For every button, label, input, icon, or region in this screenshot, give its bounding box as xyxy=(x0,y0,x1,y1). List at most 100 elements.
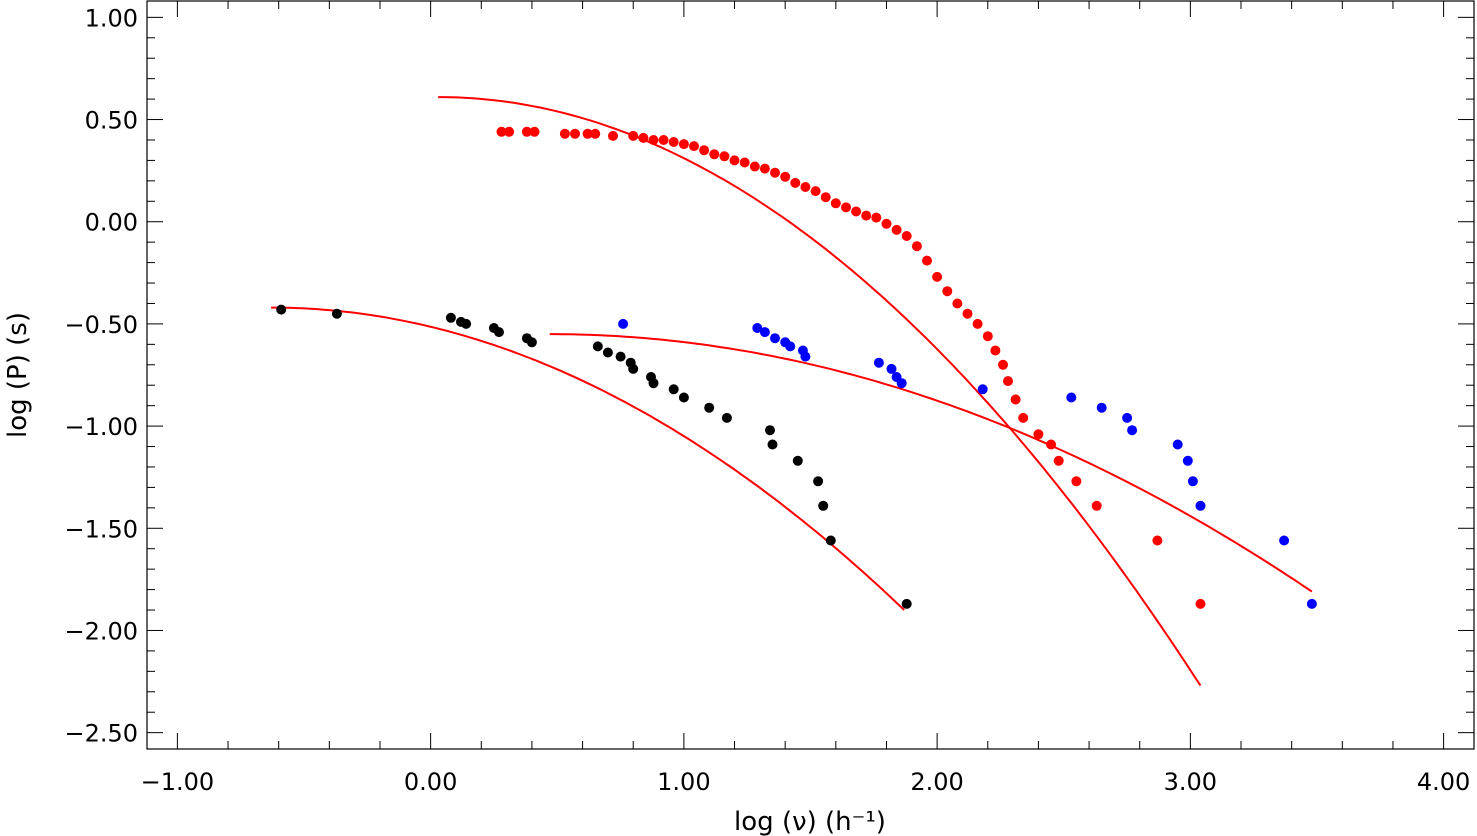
data-point-red xyxy=(590,128,601,139)
data-point-red xyxy=(922,255,932,266)
x-tick-label: −1.00 xyxy=(141,768,215,796)
data-point-red xyxy=(861,210,872,221)
data-point-blue xyxy=(873,357,884,368)
y-tick-label: −1.00 xyxy=(64,413,138,441)
data-point-red xyxy=(932,271,943,282)
data-point-red xyxy=(729,155,740,166)
data-point-black xyxy=(276,304,287,315)
data-point-red xyxy=(496,126,507,137)
data-point-blue xyxy=(752,323,763,333)
data-point-red xyxy=(871,212,882,223)
y-tick-label: 0.00 xyxy=(85,209,138,237)
data-point-black xyxy=(592,341,603,352)
data-point-blue xyxy=(770,333,780,344)
data-point-red xyxy=(790,177,801,188)
data-point-red xyxy=(780,171,791,182)
y-tick-label: −0.50 xyxy=(64,311,138,339)
data-points xyxy=(276,126,1317,609)
data-point-red xyxy=(770,167,780,178)
data-point-red xyxy=(952,298,963,309)
x-tick-label: 0.00 xyxy=(404,768,457,796)
fit-curve-red xyxy=(438,96,1202,687)
x-tick-label: 1.00 xyxy=(657,768,710,796)
data-point-red xyxy=(638,132,649,143)
data-point-red xyxy=(881,218,892,229)
data-point-blue xyxy=(1066,392,1077,403)
data-point-red xyxy=(1010,394,1021,405)
data-point-blue xyxy=(618,318,629,329)
data-point-red xyxy=(820,192,831,203)
data-point-black xyxy=(461,318,472,329)
data-point-black xyxy=(825,535,836,546)
data-point-blue xyxy=(1122,412,1133,423)
data-point-blue xyxy=(1306,598,1317,609)
data-point-red xyxy=(990,345,1001,356)
data-point-red xyxy=(628,130,639,141)
data-point-black xyxy=(767,439,778,450)
data-point-red xyxy=(689,141,699,152)
data-point-blue xyxy=(1096,402,1107,413)
data-point-red xyxy=(1046,439,1057,450)
y-axis-label: log (P) (s) xyxy=(3,312,33,438)
data-point-red xyxy=(800,182,811,192)
data-point-red xyxy=(851,206,862,217)
data-point-blue xyxy=(977,384,988,395)
data-point-red xyxy=(911,241,922,252)
data-point-black xyxy=(602,347,613,358)
data-point-black xyxy=(628,363,639,374)
data-point-red xyxy=(1152,535,1163,546)
data-point-blue xyxy=(1279,535,1290,546)
data-point-black xyxy=(668,384,679,395)
data-point-blue xyxy=(886,363,897,374)
data-point-red xyxy=(739,157,750,168)
data-point-blue xyxy=(896,378,907,389)
data-point-red xyxy=(810,186,821,197)
data-point-red xyxy=(1071,476,1082,487)
plot-frame xyxy=(146,0,1475,750)
data-point-red xyxy=(972,318,983,329)
data-point-red xyxy=(942,286,953,297)
data-point-black xyxy=(494,327,504,338)
fit-curve-blue xyxy=(549,333,1313,593)
data-point-red xyxy=(709,149,720,160)
data-point-red xyxy=(1033,429,1044,440)
data-point-black xyxy=(331,308,342,319)
data-point-black xyxy=(648,378,659,389)
data-point-black xyxy=(704,402,715,413)
data-point-red xyxy=(608,130,618,141)
data-point-blue xyxy=(1187,476,1198,487)
data-point-red xyxy=(559,128,570,139)
data-point-red xyxy=(841,202,851,213)
data-point-red xyxy=(998,359,1008,370)
data-point-red xyxy=(759,163,770,174)
y-tick-label: −2.50 xyxy=(64,720,138,748)
data-point-red xyxy=(901,231,912,241)
data-point-blue xyxy=(759,327,770,338)
data-point-blue xyxy=(800,351,811,362)
data-point-black xyxy=(792,455,803,466)
data-point-black xyxy=(615,351,626,362)
data-point-red xyxy=(1003,376,1013,387)
data-point-red xyxy=(982,331,993,342)
y-tick-label: −2.00 xyxy=(64,617,138,645)
data-point-red xyxy=(699,145,710,156)
data-point-red xyxy=(570,128,580,139)
data-point-black xyxy=(445,312,456,323)
fit-curve-black xyxy=(271,306,905,611)
data-point-red xyxy=(529,126,540,137)
data-point-red xyxy=(668,137,679,147)
data-point-red xyxy=(1195,598,1206,609)
x-tick-label: 2.00 xyxy=(910,768,963,796)
data-point-red xyxy=(749,161,760,172)
fit-curves xyxy=(271,96,1313,687)
data-point-blue xyxy=(1182,455,1193,466)
data-point-red xyxy=(830,198,841,209)
data-point-red xyxy=(891,224,902,235)
data-point-red xyxy=(1053,455,1064,466)
axis-ticks xyxy=(147,1,1474,749)
x-tick-label: 4.00 xyxy=(1417,768,1470,796)
data-point-black xyxy=(526,337,537,348)
data-point-red xyxy=(1091,500,1102,511)
data-point-blue xyxy=(1172,439,1183,450)
